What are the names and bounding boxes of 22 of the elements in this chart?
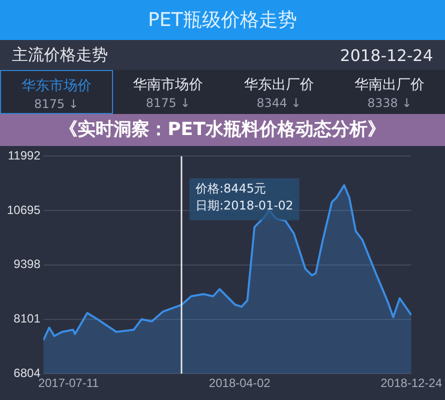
text: 2018-12-24 xyxy=(340,46,433,64)
x-tick-label: 2018-12-24 xyxy=(380,376,442,390)
y-tick-label: 10695 xyxy=(6,202,41,217)
text: 8175 ↓ xyxy=(144,95,192,110)
x-tick-label: 2018-04-02 xyxy=(208,376,271,390)
x-tick-label: 2017-07-11 xyxy=(38,376,100,390)
chart-subtitle: 主流价格走势 xyxy=(12,44,108,66)
text: 华南市场价 xyxy=(132,76,204,94)
y-tick-label: 11992 xyxy=(8,148,41,163)
annotation: 价格:8445元 xyxy=(194,181,266,196)
text: 华南出厂价 xyxy=(354,76,426,94)
text: 8175 ↓ xyxy=(33,96,80,111)
text: 8344 ↓ xyxy=(256,95,302,110)
text: 《实时洞察：PET水瓶料价格动态分析》 xyxy=(0,114,445,146)
text: 华东出厂价 xyxy=(242,76,315,94)
y-tick-label: 8101 xyxy=(14,312,41,326)
annotation: 日期:2018-01-02 xyxy=(196,198,294,212)
text: 华东市场价 xyxy=(20,77,92,95)
chart-title: PET瓶级价格走势 xyxy=(0,0,445,40)
text: 8338 ↓ xyxy=(366,95,413,110)
y-tick-label: 9398 xyxy=(14,257,41,272)
y-tick-label: 6804 xyxy=(14,366,41,380)
